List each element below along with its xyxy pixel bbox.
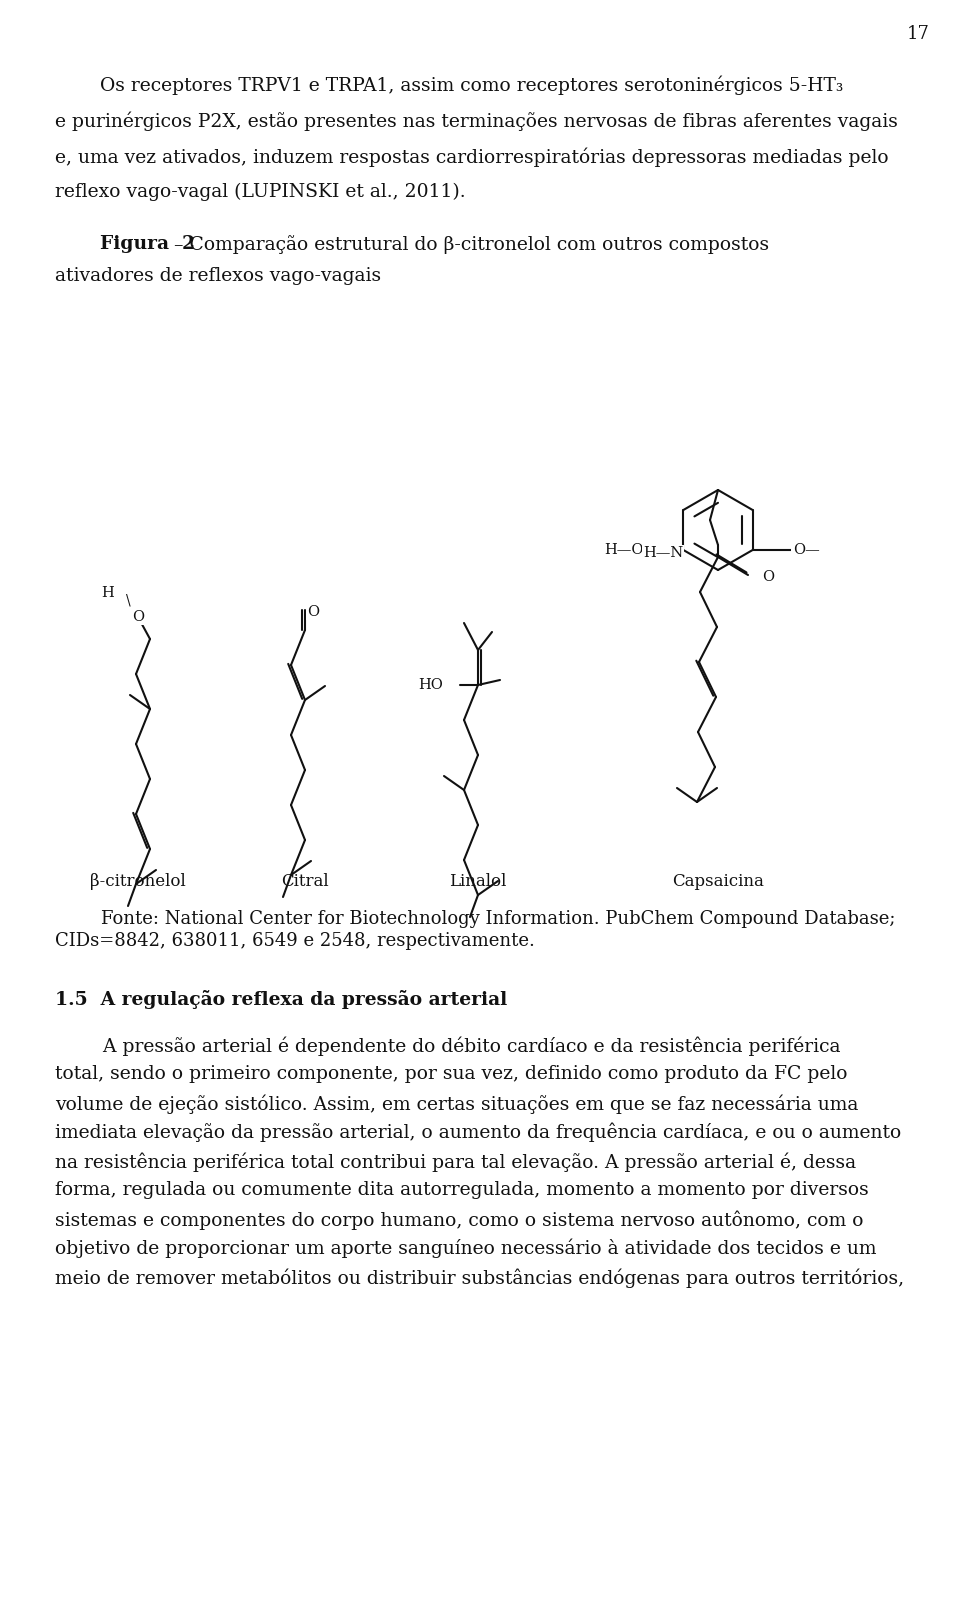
Text: meio de remover metabólitos ou distribuir substâncias endógenas para outros terr: meio de remover metabólitos ou distribui… xyxy=(55,1268,904,1287)
Text: e purinérgicos P2X, estão presentes nas terminações nervosas de fibras aferentes: e purinérgicos P2X, estão presentes nas … xyxy=(55,111,898,130)
Text: Figura  2: Figura 2 xyxy=(100,235,195,253)
Text: reflexo vago-vagal (LUPINSKI et al., 2011).: reflexo vago-vagal (LUPINSKI et al., 201… xyxy=(55,183,466,201)
Text: β-citronelol: β-citronelol xyxy=(90,874,186,890)
Text: O: O xyxy=(307,605,319,619)
Text: objetivo de proporcionar um aporte sanguíneo necessário à atividade dos tecidos : objetivo de proporcionar um aporte sangu… xyxy=(55,1239,876,1258)
Text: H: H xyxy=(101,586,114,600)
Text: O—: O— xyxy=(793,542,820,557)
Text: sistemas e componentes do corpo humano, como o sistema nervoso autônomo, com o: sistemas e componentes do corpo humano, … xyxy=(55,1210,863,1229)
Text: O: O xyxy=(132,610,144,624)
Text: volume de ejeção sistólico. Assim, em certas situações em que se faz necessária : volume de ejeção sistólico. Assim, em ce… xyxy=(55,1094,858,1113)
Text: 1.5  A regulação reflexa da pressão arterial: 1.5 A regulação reflexa da pressão arter… xyxy=(55,990,507,1009)
Text: total, sendo o primeiro componente, por sua vez, definido como produto da FC pel: total, sendo o primeiro componente, por … xyxy=(55,1065,848,1083)
Text: imediata elevação da pressão arterial, o aumento da frequência cardíaca, e ou o : imediata elevação da pressão arterial, o… xyxy=(55,1123,901,1142)
Text: e, uma vez ativados, induzem respostas cardiorrespiratórias depressoras mediadas: e, uma vez ativados, induzem respostas c… xyxy=(55,146,889,166)
Text: Citral: Citral xyxy=(281,874,329,890)
Text: Linalol: Linalol xyxy=(449,874,507,890)
Text: Os receptores TRPV1 e TRPA1, assim como receptores serotoninérgicos 5-HT₃: Os receptores TRPV1 e TRPA1, assim como … xyxy=(100,76,844,95)
Text: Capsaicina: Capsaicina xyxy=(672,874,764,890)
Text: forma, regulada ou comumente dita autorregulada, momento a momento por diversos: forma, regulada ou comumente dita autorr… xyxy=(55,1181,869,1199)
Text: na resistência periférica total contribui para tal elevação. A pressão arterial : na resistência periférica total contribu… xyxy=(55,1152,856,1171)
Text: O: O xyxy=(762,570,774,584)
Text: HO: HO xyxy=(419,677,443,692)
Text: H—O: H—O xyxy=(604,542,643,557)
Text: CIDs=8842, 638011, 6549 e 2548, respectivamente.: CIDs=8842, 638011, 6549 e 2548, respecti… xyxy=(55,932,535,949)
Text: H—N: H—N xyxy=(643,545,683,560)
Text: \: \ xyxy=(126,594,131,607)
Text: 17: 17 xyxy=(907,26,930,43)
Text: ativadores de reflexos vago-vagais: ativadores de reflexos vago-vagais xyxy=(55,267,381,285)
Text: A pressão arterial é dependente do débito cardíaco e da resistência periférica: A pressão arterial é dependente do débit… xyxy=(55,1036,841,1056)
Text: – Comparação estrutural do β-citronelol com outros compostos: – Comparação estrutural do β-citronelol … xyxy=(168,235,769,254)
Text: Fonte: National Center for Biotechnology Information. PubChem Compound Database;: Fonte: National Center for Biotechnology… xyxy=(55,911,896,928)
